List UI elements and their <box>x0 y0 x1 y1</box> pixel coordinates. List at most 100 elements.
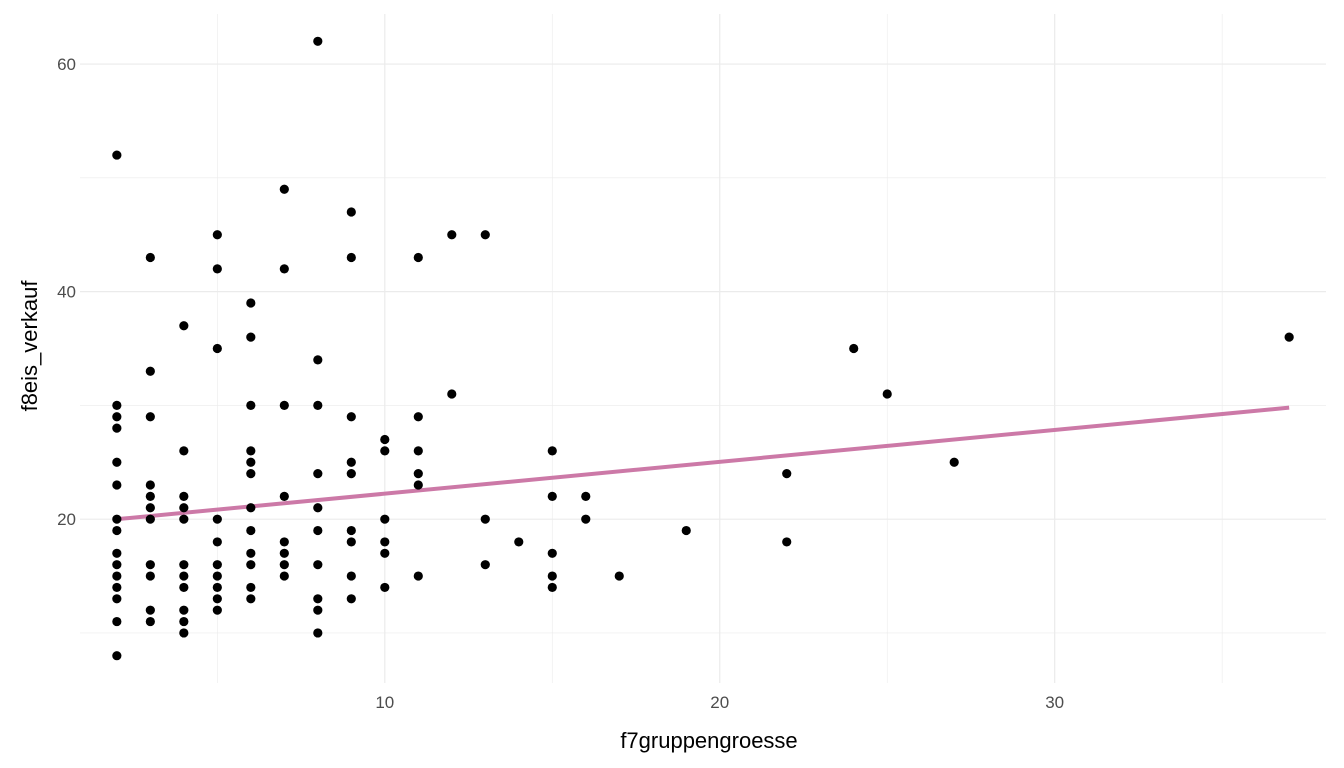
data-point <box>346 412 356 422</box>
x-tick-label: 20 <box>710 693 729 712</box>
data-point <box>313 469 323 479</box>
data-point <box>279 184 289 194</box>
data-point <box>447 230 457 240</box>
data-point <box>212 582 222 593</box>
data-point <box>346 525 356 536</box>
data-point <box>313 628 323 638</box>
data-point <box>313 594 323 604</box>
data-point <box>313 605 323 615</box>
data-point <box>112 412 122 422</box>
data-point <box>145 491 155 502</box>
data-point <box>480 514 490 524</box>
data-point <box>112 594 122 604</box>
y-axis-tick-labels: 20 40 60 <box>57 55 76 529</box>
data-point <box>246 582 256 593</box>
data-point <box>145 514 155 524</box>
minor-gridlines <box>80 14 1326 683</box>
data-point <box>949 457 959 467</box>
data-point <box>145 412 155 422</box>
data-point <box>581 514 591 524</box>
data-point <box>246 469 256 479</box>
data-point <box>246 525 256 536</box>
data-point <box>547 491 557 502</box>
data-point <box>279 537 289 547</box>
data-point <box>380 434 390 445</box>
data-point <box>413 252 423 263</box>
data-point <box>313 400 323 410</box>
data-point <box>782 537 792 547</box>
data-point <box>246 400 256 410</box>
data-point <box>447 389 457 399</box>
data-point <box>246 560 256 570</box>
data-point <box>145 252 155 263</box>
data-point <box>346 537 356 547</box>
data-point <box>380 446 390 456</box>
data-point <box>547 446 557 456</box>
data-point <box>112 548 122 558</box>
data-point <box>279 400 289 410</box>
data-point <box>1284 332 1294 342</box>
x-axis-title: f7gruppengroesse <box>620 728 797 753</box>
data-point <box>212 605 222 615</box>
data-point <box>514 537 524 547</box>
y-tick-label: 60 <box>57 55 76 74</box>
data-point <box>112 525 122 536</box>
x-axis-tick-labels: 10 20 30 <box>375 693 1064 712</box>
data-point <box>313 503 323 513</box>
data-point <box>413 480 423 490</box>
data-point <box>112 457 122 467</box>
y-tick-label: 40 <box>57 283 76 302</box>
data-point <box>212 537 222 547</box>
data-point <box>212 264 222 274</box>
data-point <box>346 469 356 479</box>
trend-line-layer <box>116 405 1290 522</box>
data-point <box>246 548 256 558</box>
data-point <box>179 616 189 627</box>
data-point <box>145 616 155 627</box>
data-point <box>112 616 122 627</box>
data-point <box>179 503 189 513</box>
data-point <box>346 207 356 217</box>
trend-line <box>116 405 1290 522</box>
data-point <box>112 400 122 410</box>
data-point <box>279 571 289 581</box>
data-point <box>112 651 122 661</box>
data-point <box>246 332 256 342</box>
data-point <box>313 355 323 365</box>
data-point <box>547 548 557 558</box>
data-point <box>145 366 155 376</box>
data-point <box>112 571 122 581</box>
data-point <box>313 36 323 46</box>
y-axis-title: f8eis_verkauf <box>17 280 42 412</box>
data-point <box>782 469 792 479</box>
data-point <box>179 446 189 456</box>
data-points <box>112 36 1294 661</box>
data-point <box>849 343 859 354</box>
data-point <box>246 503 256 513</box>
data-point <box>246 298 256 308</box>
data-point <box>112 150 122 160</box>
major-gridlines <box>80 14 1326 683</box>
data-point <box>547 582 557 593</box>
data-point <box>112 514 122 524</box>
y-tick-label: 20 <box>57 510 76 529</box>
data-point <box>279 264 289 274</box>
data-point <box>212 343 222 354</box>
x-tick-label: 30 <box>1045 693 1064 712</box>
data-point <box>313 525 323 536</box>
data-point <box>413 571 423 581</box>
data-point <box>246 457 256 467</box>
data-point <box>279 491 289 502</box>
data-point <box>212 230 222 240</box>
x-tick-label: 10 <box>375 693 394 712</box>
data-point <box>145 605 155 615</box>
data-point <box>380 582 390 593</box>
data-point <box>480 230 490 240</box>
data-point <box>212 594 222 604</box>
data-point <box>179 571 189 581</box>
data-point <box>179 514 189 524</box>
data-point <box>413 412 423 422</box>
data-point <box>380 514 390 524</box>
data-point <box>212 560 222 570</box>
